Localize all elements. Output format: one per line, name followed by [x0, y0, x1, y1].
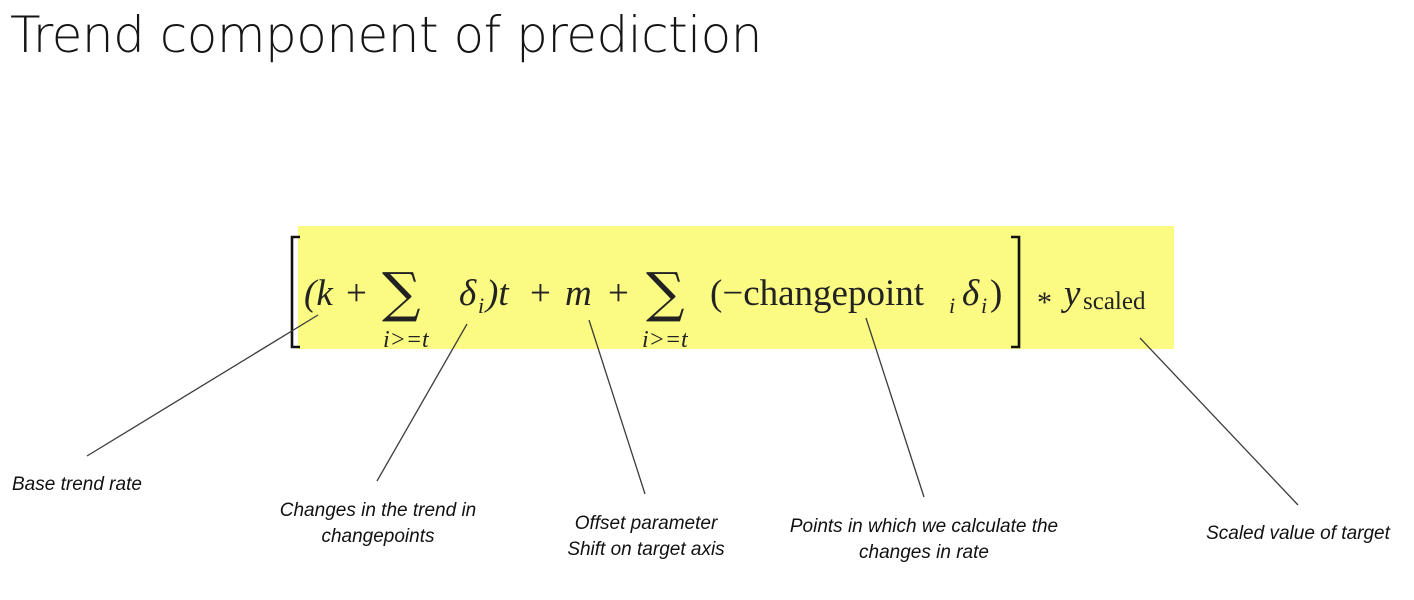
sum-subscript-1: i>=t	[383, 327, 430, 353]
page-title: Trend component of prediction	[10, 6, 762, 64]
formula-delta-sub-2: i	[981, 293, 987, 318]
formula-close-paren: )	[990, 273, 1002, 314]
formula-plus-2: +	[530, 273, 551, 314]
formula-y: y	[1060, 273, 1081, 314]
formula-plus-3: +	[608, 273, 629, 314]
formula-delta-1: δ	[459, 273, 477, 314]
label-points-in-which: Points in which we calculate the changes…	[789, 516, 1059, 563]
formula-y-sub: scaled	[1083, 288, 1146, 315]
leader-scaled-value	[1139, 337, 1299, 506]
leader-base-trend-rate	[86, 314, 319, 457]
sum-symbol-2: ∑	[646, 261, 685, 324]
leader-changes-in-trend	[376, 323, 468, 482]
formula-close-t: )t	[484, 273, 510, 314]
formula-changepoint-sub: i	[949, 293, 955, 318]
label-changes-in-trend: Changes in the trend in changepoints	[279, 500, 477, 547]
formula-times: *	[1037, 286, 1052, 319]
label-offset-parameter: Offset parameter Shift on target axis	[567, 513, 725, 560]
formula-plus-1: +	[346, 273, 367, 314]
formula-highlight	[298, 226, 1174, 349]
formula-delta-2: δ	[962, 273, 980, 314]
formula-delta-sub-1: i	[478, 293, 484, 318]
leader-offset-parameter	[588, 319, 646, 495]
label-base-trend-rate: Base trend rate	[12, 474, 142, 495]
left-bracket	[290, 235, 300, 349]
formula-k: (k	[304, 273, 333, 314]
formula-m: m	[565, 273, 592, 314]
sum-symbol-1: ∑	[382, 261, 421, 324]
leader-points-in-which	[865, 317, 925, 498]
sum-subscript-2: i>=t	[642, 327, 689, 353]
right-bracket	[1011, 235, 1021, 349]
label-scaled-value: Scaled value of target	[1206, 523, 1390, 544]
formula-changepoint: (−changepoint	[710, 273, 925, 314]
